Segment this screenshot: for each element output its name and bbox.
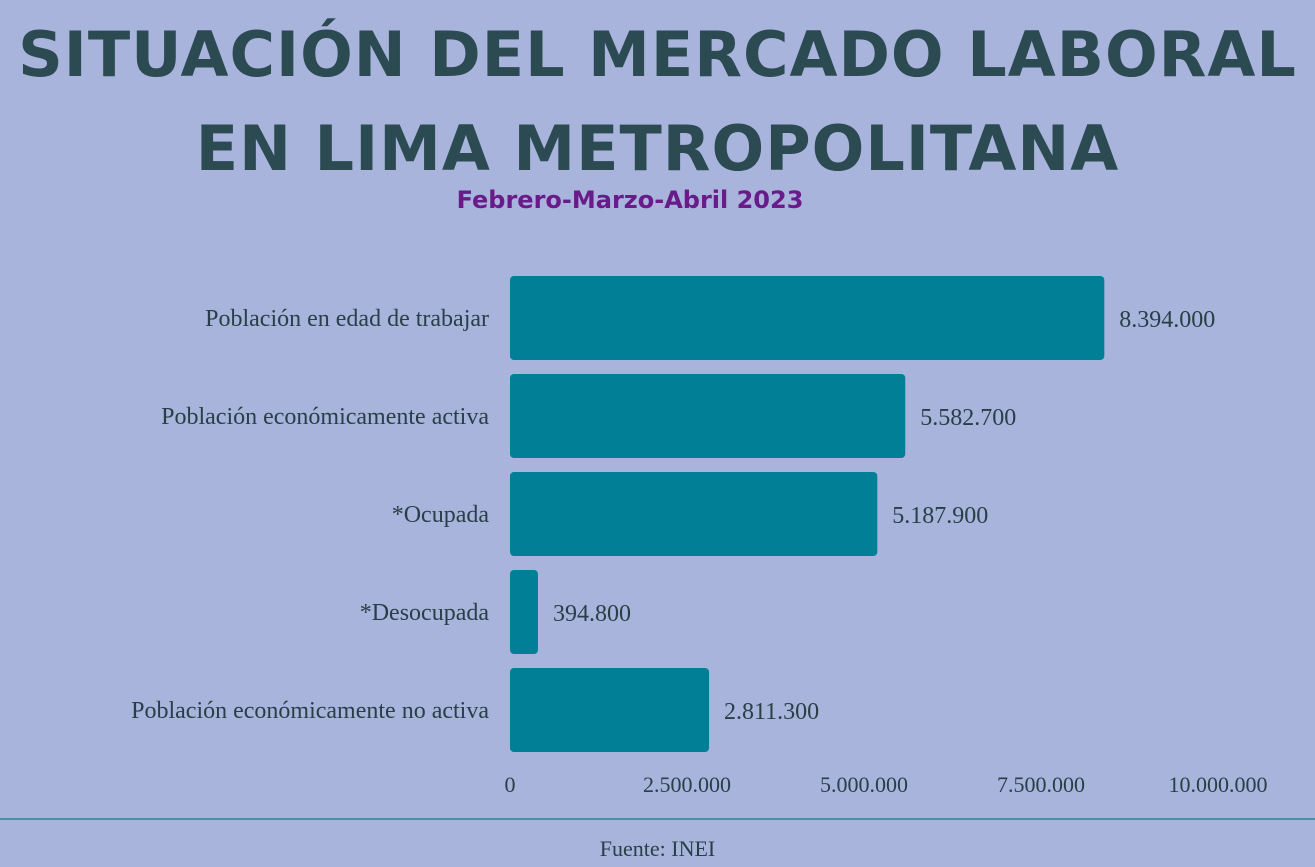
x-tick-label-1: 2.500.000 — [643, 772, 731, 797]
value-label-desocupada: 394.800 — [553, 601, 631, 627]
x-axis-tick-group: 0 2.500.000 5.000.000 7.500.000 10.000.000 — [505, 772, 1268, 797]
category-label-poblacion-economicamente-activa: Población económicamente activa — [161, 404, 489, 430]
bar-ocupada — [510, 472, 878, 556]
x-tick-label-2: 5.000.000 — [820, 772, 908, 797]
chart-title: SITUACIÓN DEL MERCADO LABORAL EN LIMA ME… — [0, 8, 1315, 196]
bar-poblacion-economicamente-no-activa — [510, 668, 710, 752]
chart-subtitle: Febrero-Marzo-Abril 2023 — [456, 186, 804, 214]
value-label-poblacion-economicamente-activa: 5.582.700 — [920, 405, 1016, 431]
x-tick-label-0: 0 — [505, 772, 516, 797]
bar-group — [510, 276, 1105, 752]
bar-poblacion-en-edad-de-trabajar — [510, 276, 1105, 360]
category-label-poblacion-economicamente-no-activa: Población económicamente no activa — [131, 698, 489, 724]
value-label-poblacion-en-edad-de-trabajar: 8.394.000 — [1119, 307, 1215, 333]
bar-chart: Población en edad de trabajar Población e… — [131, 276, 1268, 797]
chart-title-line-1: SITUACIÓN DEL MERCADO LABORAL — [18, 18, 1297, 91]
bar-desocupada — [510, 570, 538, 654]
x-tick-label-3: 7.500.000 — [997, 772, 1085, 797]
source-note: Fuente: INEI — [599, 836, 716, 861]
chart-title-line-2: EN LIMA METROPOLITANA — [195, 112, 1120, 185]
category-label-desocupada: *Desocupada — [360, 600, 490, 626]
x-tick-label-4: 10.000.000 — [1169, 772, 1268, 797]
category-label-ocupada: *Ocupada — [392, 502, 490, 528]
bar-poblacion-economicamente-activa — [510, 374, 906, 458]
source-divider — [0, 818, 1315, 820]
value-label-group: 8.394.000 5.582.700 5.187.900 394.800 2.811.… — [553, 307, 1215, 725]
category-label-poblacion-en-edad-de-trabajar: Población en edad de trabajar — [205, 306, 489, 332]
value-label-ocupada: 5.187.900 — [892, 503, 988, 529]
value-label-poblacion-economicamente-no-activa: 2.811.300 — [724, 699, 819, 725]
category-label-group: Población en edad de trabajar Población e… — [131, 306, 489, 724]
